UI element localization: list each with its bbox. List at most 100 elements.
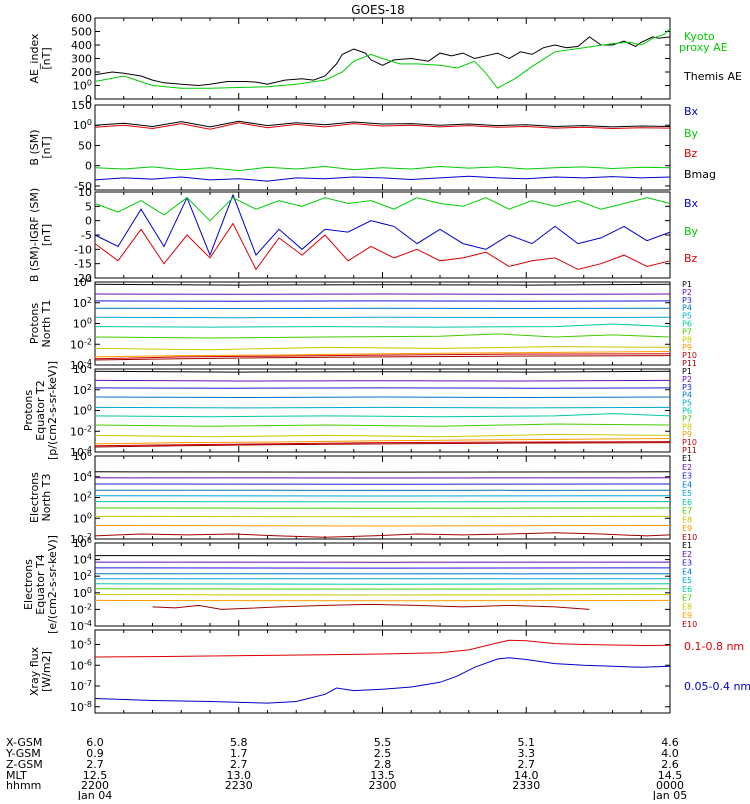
ephem-value: 2230 (225, 779, 253, 792)
y-tick-label: 102 (73, 491, 92, 505)
series-line-P5 (95, 407, 670, 408)
ephemeris-table: X-GSMY-GSMZ-GSMMLThhmm6.00.92.712.52200J… (5, 736, 687, 800)
series-line-P8 (95, 434, 670, 436)
series-line-P6 (95, 324, 670, 327)
series-line-P6 (95, 414, 670, 417)
legend-channel: E1 (682, 541, 692, 550)
y-tick-label: 0 (85, 215, 92, 228)
panel-frame (95, 456, 670, 539)
legend-channel: E5 (682, 576, 692, 585)
y-tick-label: 10-6 (70, 658, 92, 672)
legend-channel: E6 (682, 585, 692, 594)
series-line-0.1-0.8 nm (95, 640, 670, 657)
series-line-Kyoto proxy AE (95, 29, 670, 88)
legend-channel: E7 (682, 594, 692, 603)
y-tick-label: 100 (73, 118, 92, 132)
y-axis-label: Xray flux[W/m2] (28, 646, 53, 696)
series-line-P7 (95, 334, 670, 338)
panel-ae-index: 0100200300400500600AE_index[nT]Kyotoprox… (28, 12, 742, 106)
y-tick-label: 100 (73, 404, 92, 418)
y-axis-label-line: North T3 (40, 474, 53, 522)
y-tick-label: 102 (73, 569, 92, 583)
legend-entry: Bz (684, 252, 698, 265)
legend-channel: E5 (682, 489, 692, 498)
series-line-P2 (95, 380, 670, 381)
y-tick-label: 0 (85, 160, 92, 173)
legend-entry: Bx (684, 105, 699, 118)
ephem-value: Jan 05 (652, 789, 687, 800)
series-line-0.05-0.4 nm (95, 658, 670, 703)
ephem-value: Jan 04 (77, 789, 112, 800)
panels-group: 0100200300400500600AE_index[nT]Kyotoprox… (22, 12, 750, 714)
legend-channel: E4 (682, 567, 692, 576)
y-tick-label: 100 (73, 317, 92, 331)
series-line-P7 (95, 424, 670, 426)
legend-channel: E10 (682, 620, 697, 629)
y-tick-label: 10-2 (70, 602, 92, 616)
legend-entry: By (684, 225, 699, 238)
ephem-value: 2330 (512, 779, 540, 792)
y-tick-label: -5 (81, 229, 92, 242)
legend-channel: E2 (682, 463, 692, 472)
legend-channel: E8 (682, 515, 692, 524)
ephem-row-label: hhmm (6, 779, 41, 792)
legend-channel: E3 (682, 559, 692, 568)
y-tick-label: 104 (73, 470, 92, 484)
y-tick-label: 300 (71, 53, 92, 66)
y-axis-label-line: [nT] (40, 47, 53, 69)
y-tick-label: 10-7 (70, 679, 92, 693)
y-tick-label: 10-5 (70, 638, 92, 652)
y-tick-label: 200 (71, 66, 92, 79)
y-tick-label: 102 (73, 296, 92, 310)
y-tick-label: 104 (73, 362, 92, 376)
series-line-P1 (95, 371, 670, 372)
y-axis-label-line: [e/(cm2-s-sr-keV)] (46, 535, 59, 634)
legend-entry: Bz (684, 147, 698, 160)
series-line-Bx (95, 195, 670, 255)
y-tick-label: 10-4 (70, 619, 92, 633)
series-line-P8 (95, 347, 670, 350)
legend-kyoto: proxy AE (679, 41, 728, 54)
series-line-E9 (95, 526, 670, 527)
series-line-E10 (153, 604, 590, 609)
ephem-value: 2300 (369, 779, 397, 792)
legend-channel: E8 (682, 602, 692, 611)
y-axis-label-line: [nT] (40, 136, 53, 158)
series-line-By (95, 167, 670, 171)
y-tick-label: 100 (73, 511, 92, 525)
y-tick-label: 150 (71, 99, 92, 112)
legend-channel: E2 (682, 550, 692, 559)
legend-entry: By (684, 127, 699, 140)
y-tick-label: 104 (73, 553, 92, 567)
legend-entry: 0.1-0.8 nm (684, 640, 744, 653)
y-tick-label: 10-2 (70, 424, 92, 438)
y-axis-label: AE_index[nT] (28, 33, 53, 84)
legend-channel: E9 (682, 611, 692, 620)
y-axis-label: B (SM)-IGRF (SM)[nT] (28, 188, 53, 282)
y-axis-label-line: North T1 (40, 300, 53, 348)
series-line-Bz (95, 224, 670, 270)
legend-channel: E3 (682, 472, 692, 481)
y-tick-label: 106 (73, 449, 92, 463)
y-tick-label: 100 (73, 79, 92, 93)
y-tick-label: 400 (71, 39, 92, 52)
series-line-Themis AE (95, 37, 670, 86)
y-tick-label: 10 (78, 186, 92, 199)
y-tick-label: 5 (85, 200, 92, 213)
series-line-Bx (95, 176, 670, 181)
y-tick-label: 100 (73, 586, 92, 600)
legend-entry: Bmag (684, 168, 716, 181)
y-axis-label: B (SM)[nT] (28, 129, 53, 165)
y-tick-label: 106 (73, 536, 92, 550)
